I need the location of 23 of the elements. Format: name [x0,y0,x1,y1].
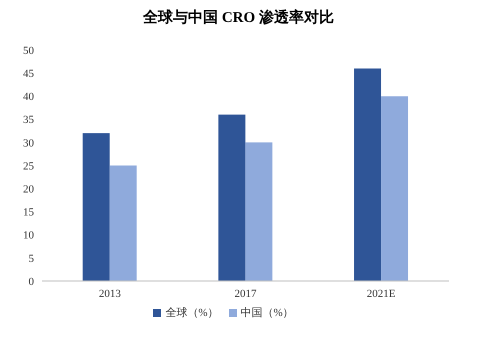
y-tick-label: 15 [23,206,34,219]
y-tick-label: 50 [23,44,34,57]
x-tick-label: 2017 [234,288,257,300]
y-tick-label: 20 [23,184,34,196]
x-tick-label: 2021E [366,288,396,300]
y-tick-label: 45 [23,68,34,80]
y-tick-label: 0 [28,276,34,288]
bar [354,68,382,281]
y-tick-label: 10 [23,230,34,242]
y-tick-label: 35 [23,114,34,126]
x-tick-label: 2013 [98,288,122,300]
legend-label: 中国（%） [240,307,294,319]
y-tick-label: 40 [23,91,34,104]
bar [82,133,110,281]
bar [381,96,408,281]
bar [218,114,246,281]
y-tick-label: 30 [23,137,34,150]
y-tick-label: 25 [23,160,34,172]
bar [110,166,137,281]
y-tick-label: 5 [28,252,34,265]
chart-title: 全球与中国 CRO 渗透率对比 [142,8,335,28]
bar [245,142,272,281]
legend-label: 全球（%） [165,307,218,319]
